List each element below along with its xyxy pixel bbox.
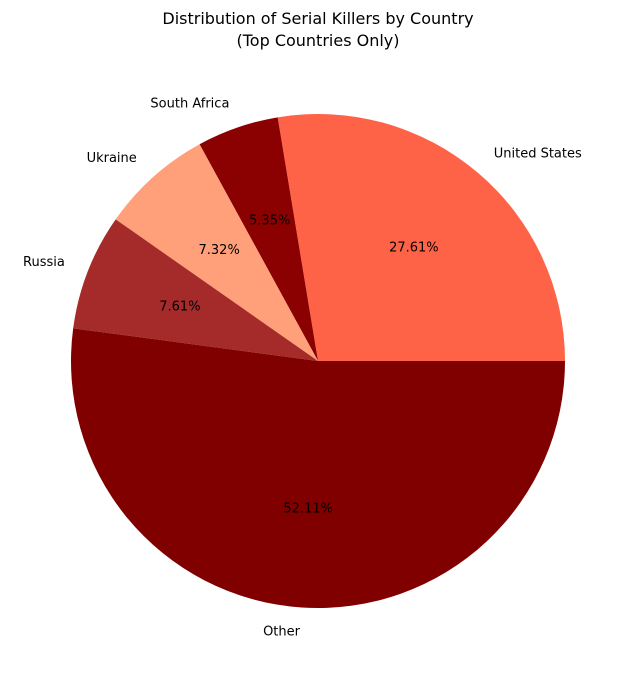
category-label-south-africa: South Africa (150, 97, 229, 112)
chart-title: Distribution of Serial Killers by Countr… (162, 9, 473, 28)
category-label-ukraine: Ukraine (87, 151, 137, 166)
pie-slice-russia (73, 219, 318, 361)
percent-label-russia: 7.61% (159, 300, 200, 315)
category-label-united-states: United States (494, 146, 582, 161)
category-labels: United States South Africa Ukraine Russia Ot… (23, 97, 582, 640)
pie-slices (71, 113, 566, 608)
percent-label-ukraine: 7.32% (199, 243, 240, 258)
pie-slice-ukraine (115, 144, 319, 361)
percent-label-other: 52.11% (283, 501, 333, 516)
pie-slice-south-africa (199, 117, 318, 361)
pie-slice-united-states (277, 113, 565, 361)
percent-labels: 27.61% 5.35% 7.32% 7.61% 52.11% (159, 213, 438, 516)
percent-label-south-africa: 5.35% (249, 213, 290, 228)
category-label-russia: Russia (23, 255, 65, 270)
percent-label-united-states: 27.61% (389, 240, 439, 255)
category-label-other: Other (263, 625, 301, 640)
pie-slice-other (71, 328, 566, 608)
chart-subtitle: (Top Countries Only) (236, 31, 399, 50)
